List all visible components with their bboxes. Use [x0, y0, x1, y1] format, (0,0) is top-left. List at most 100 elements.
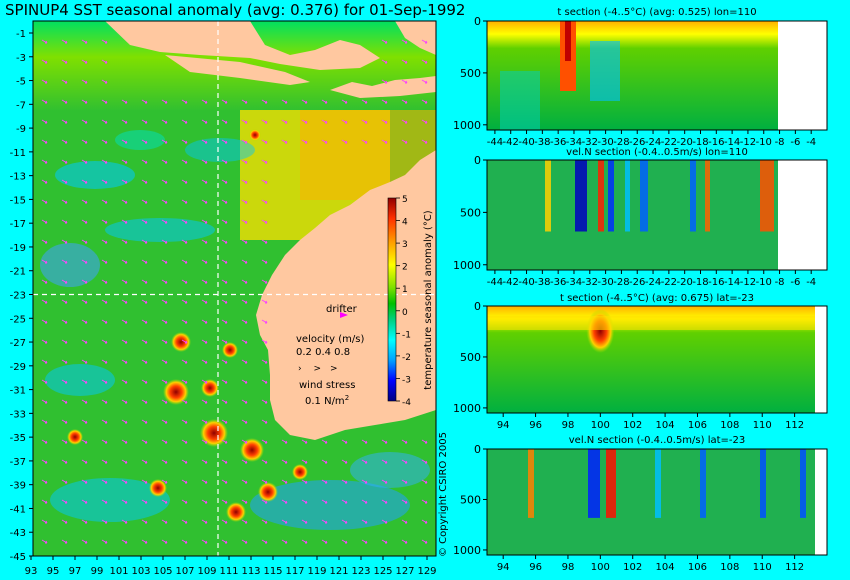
velocity-arrow [261, 159, 268, 164]
velocity-arrow [281, 139, 288, 144]
velocity-arrow [121, 479, 128, 484]
section-x-tick-label: -20 [677, 277, 693, 288]
section-x-tick-label: 102 [623, 562, 642, 573]
velocity-arrow [41, 379, 48, 384]
velocity-arrow [101, 519, 108, 524]
velocity-arrow [421, 119, 428, 124]
velocity-arrow [241, 519, 248, 524]
velocity-arrow [301, 519, 308, 524]
velocity-arrow [161, 519, 168, 524]
section-x-tick-label: -22 [661, 277, 677, 288]
velocity-arrow [341, 519, 348, 524]
velocity-arrow [141, 519, 148, 524]
velocity-arrow [221, 499, 228, 504]
section-y-tick-label: 0 [474, 15, 481, 28]
velocity-arrow [221, 139, 228, 144]
velocity-arrow [101, 279, 108, 284]
velocity-arrow [241, 119, 248, 124]
velocity-arrow [241, 379, 248, 384]
map-lat-axis: -1 -3 -5 -7 -9 -11 -13 -15 -17 -19 -21 -23 -25 -27 -29… [10, 29, 33, 563]
lat-tick-label: -19 [10, 243, 26, 254]
velocity-arrow [221, 319, 228, 324]
velocity-arrow [361, 119, 368, 124]
section-x-tick-label: 104 [656, 420, 675, 431]
velocity-arrow [221, 459, 228, 464]
velocity-arrow [101, 379, 108, 384]
velocity-arrow [101, 299, 108, 304]
velocity-arrow [61, 379, 68, 384]
velocity-arrow [381, 39, 388, 44]
velocity-arrow [81, 419, 88, 424]
velocity-arrow [61, 519, 68, 524]
velocity-arrow [161, 459, 168, 464]
section-x-tick-label: 96 [529, 562, 542, 573]
section-field [487, 160, 778, 270]
velocity-arrow [221, 399, 228, 404]
velocity-arrow [41, 439, 48, 444]
section-velocity-stripe [528, 449, 534, 518]
velocity-arrow [281, 119, 288, 124]
velocity-arrow [341, 499, 348, 504]
velocity-arrow [321, 139, 328, 144]
velocity-arrow [201, 499, 208, 504]
velocity-arrow [301, 99, 308, 104]
velocity-arrow [81, 59, 88, 64]
velocity-arrow [81, 239, 88, 244]
section-cool-feature [590, 41, 620, 101]
lon-tick-label: 121 [329, 566, 348, 577]
velocity-arrow [101, 399, 108, 404]
velocity-arrow [221, 199, 228, 204]
velocity-arrow [121, 179, 128, 184]
velocity-arrow [61, 419, 68, 424]
velocity-arrow [61, 439, 68, 444]
velocity-arrow [261, 539, 268, 544]
velocity-arrow [181, 259, 188, 264]
velocity-arrow [281, 479, 288, 484]
velocity-arrow [121, 319, 128, 324]
map-cool-filament [55, 161, 135, 189]
velocity-arrow [101, 179, 108, 184]
section-velocity-stripe [608, 160, 614, 232]
velocity-arrow [41, 139, 48, 144]
section-panel-1: t section (-4..5°C) (avg: 0.525) lon=110… [453, 7, 828, 148]
velocity-arrow [261, 379, 268, 384]
velocity-arrow [201, 479, 208, 484]
section-x-tick-label: -32 [582, 277, 598, 288]
lon-tick-label: 105 [153, 566, 172, 577]
velocity-arrow [201, 319, 208, 324]
drifter-label: drifter [326, 304, 358, 315]
section-warm-feature [565, 21, 571, 61]
lon-tick-label: 101 [109, 566, 128, 577]
velocity-arrow [41, 99, 48, 104]
colorbar-tick-label: -4 [402, 398, 411, 408]
velocity-arrow [141, 239, 148, 244]
velocity-arrow [121, 539, 128, 544]
velocity-arrow [321, 459, 328, 464]
velocity-arrow [241, 199, 248, 204]
velocity-arrow [401, 59, 408, 64]
velocity-arrow [41, 539, 48, 544]
section-velocity-stripe [705, 160, 710, 232]
map-warm-eddy [200, 419, 228, 447]
section-x-tick-label: -6 [790, 137, 800, 148]
velocity-arrow [161, 199, 168, 204]
velocity-arrow [401, 119, 408, 124]
velocity-arrow [341, 139, 348, 144]
velocity-arrow [201, 179, 208, 184]
section-title: t section (-4..5°C) (avg: 0.525) lon=110 [557, 7, 756, 18]
velocity-arrow [181, 359, 188, 364]
section-y-tick-label: 0 [474, 443, 481, 456]
velocity-arrow [161, 479, 168, 484]
velocity-arrow [261, 279, 268, 284]
velocity-arrow [321, 479, 328, 484]
velocity-arrow [421, 79, 428, 84]
velocity-arrow [101, 119, 108, 124]
section-y-tick-label: 1000 [453, 402, 481, 415]
velocity-arrow [321, 439, 328, 444]
section-panel-2: vel.N section (-0.4..0.5m/s) lon=110 0 500… [453, 147, 828, 288]
lat-tick-label: -7 [16, 100, 26, 111]
section-x-tick-label: 112 [785, 420, 804, 431]
velocity-arrow [421, 459, 428, 464]
velocity-arrow [121, 339, 128, 344]
velocity-arrow [361, 539, 368, 544]
